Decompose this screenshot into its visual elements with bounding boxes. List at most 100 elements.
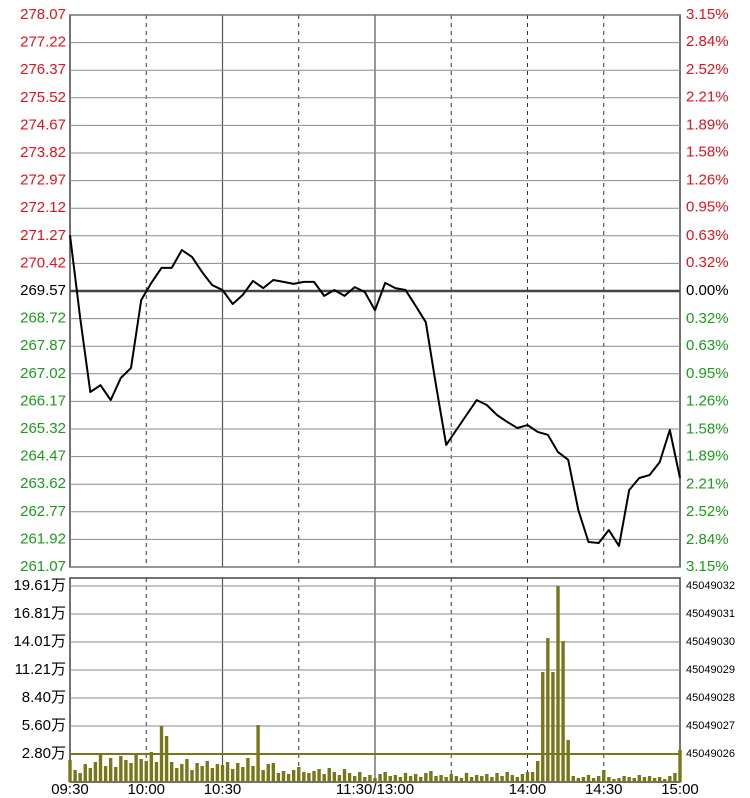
y-tick-label: 271.27 [20, 227, 66, 244]
volume-bar [607, 777, 611, 782]
volume-bar [500, 776, 504, 782]
volume-bar [419, 777, 423, 782]
volume-bar [225, 762, 230, 782]
y2-tick-label: 2.52% [686, 61, 729, 78]
y2-tick-label: 45049030 [686, 636, 735, 648]
volume-bar [571, 776, 575, 782]
volume-bar [535, 761, 540, 782]
volume-bar [200, 766, 204, 782]
volume-bar [180, 764, 184, 782]
y-tick-label: 274.67 [20, 116, 66, 133]
volume-bar [332, 772, 337, 782]
volume-bar [556, 586, 560, 782]
volume-bar [622, 776, 626, 782]
volume-bar [459, 778, 464, 782]
volume-bar [525, 772, 530, 782]
volume-bar [581, 777, 586, 782]
volume-bar [297, 767, 301, 782]
volume-bar [83, 764, 87, 782]
volume-bar [261, 770, 265, 782]
y2-tick-label: 0.63% [686, 227, 729, 244]
y-tick-label: 277.22 [20, 34, 66, 51]
y-tick-label: 5.60万 [22, 717, 66, 734]
volume-bar [210, 768, 215, 782]
volume-bar [169, 762, 174, 782]
volume-bar [154, 762, 159, 782]
y-tick-label: 272.12 [20, 199, 66, 216]
y-tick-label: 278.07 [20, 6, 66, 23]
volume-bar [164, 736, 169, 782]
volume-bar [241, 767, 245, 782]
y2-tick-label: 3.15% [686, 558, 729, 575]
x-tick-label: 15:00 [661, 781, 699, 798]
volume-bar [68, 760, 72, 782]
volume-bar [358, 772, 362, 782]
volume-bar [617, 778, 621, 782]
volume-bar [652, 778, 657, 782]
volume-bar [78, 773, 82, 782]
y-tick-label: 16.81万 [13, 605, 66, 622]
price-line [69, 235, 681, 547]
volume-bar [220, 765, 225, 782]
volume-bar [388, 776, 392, 782]
volume-bar [205, 761, 209, 782]
volume-bar [637, 775, 642, 782]
volume-bar [505, 772, 509, 782]
y2-tick-label: 0.63% [686, 337, 729, 354]
y-tick-label: 261.92 [20, 530, 66, 547]
y-tick-label: 276.37 [20, 61, 66, 78]
volume-bar [495, 773, 499, 782]
y-tick-label: 261.07 [20, 558, 66, 575]
y2-tick-label: 45049028 [686, 692, 735, 704]
volume-bar [490, 777, 494, 782]
volume-bar [185, 759, 189, 782]
y2-tick-label: 2.84% [686, 531, 729, 548]
volume-bar [236, 763, 240, 782]
volume-bar [434, 776, 438, 782]
volume-bar [515, 777, 520, 782]
y-tick-label: 275.52 [20, 89, 66, 106]
y-tick-label: 264.47 [20, 448, 66, 465]
volume-bar [317, 769, 321, 782]
volume-bar [444, 777, 448, 782]
volume-bar [149, 752, 154, 782]
volume-bar [337, 775, 342, 782]
volume-bar [327, 768, 331, 782]
volume-bar [383, 772, 387, 782]
volume-bar [98, 753, 103, 782]
volume-bar [251, 766, 255, 782]
volume-bar [408, 776, 413, 782]
volume-bar [663, 779, 667, 782]
y-tick-label: 263.62 [20, 475, 66, 492]
y2-tick-label: 0.32% [686, 254, 729, 271]
volume-bar [678, 750, 682, 782]
y-tick-label: 19.61万 [13, 577, 66, 594]
y-tick-label: 266.17 [20, 392, 66, 409]
volume-bar [642, 777, 647, 782]
volume-bar [139, 759, 143, 782]
x-tick-label: 10:00 [127, 781, 165, 798]
volume-bar [144, 761, 148, 782]
y-tick-label: 268.72 [20, 310, 66, 327]
x-tick-label: 09:30 [51, 781, 89, 798]
y2-tick-label: 45049031 [686, 608, 735, 620]
volume-bar [114, 767, 118, 782]
volume-bar [286, 774, 291, 782]
volume-bar [291, 770, 296, 782]
volume-bar [449, 774, 453, 782]
y2-tick-label: 45049029 [686, 664, 735, 676]
volume-bar [266, 764, 270, 782]
y2-tick-label: 2.21% [686, 476, 729, 493]
volume-bar [632, 778, 636, 782]
y-tick-label: 14.01万 [13, 633, 66, 650]
y2-tick-label: 45049032 [686, 580, 735, 592]
volume-bar [546, 638, 550, 782]
volume-bar [175, 768, 179, 782]
volume-bar [378, 774, 382, 782]
y2-tick-label: 0.95% [686, 199, 729, 216]
y2-tick-label: 45049027 [686, 720, 735, 732]
volume-bar [586, 775, 591, 782]
volume-bar [403, 773, 408, 782]
y-tick-label: 273.82 [20, 144, 66, 161]
volume-bar [657, 777, 662, 782]
